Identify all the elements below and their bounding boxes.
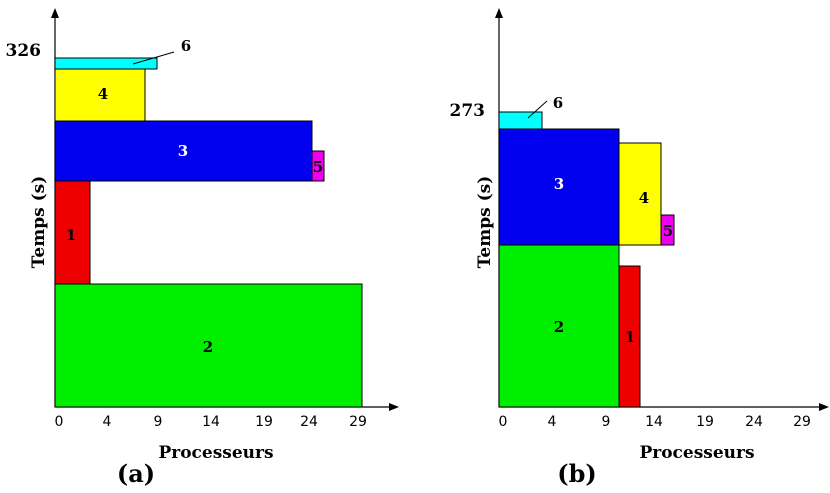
panel-a-x-tick: 19 [255, 414, 273, 430]
panel-a-task-4-label: 4 [98, 85, 108, 103]
panel-a-x-label: Processeurs [158, 443, 273, 463]
panel-a-x-tick: 14 [202, 414, 220, 430]
panel-b-task-3-label: 3 [554, 175, 564, 193]
panel-b-x-label: Processeurs [639, 443, 754, 463]
panel-b-task-6-label: 6 [553, 94, 563, 112]
panel-b-task-3-box [498, 128, 620, 246]
panel-b-x-tick: 14 [645, 414, 663, 430]
panel-b-x-tick: 24 [745, 414, 763, 430]
panel-b-task-4-label: 4 [639, 189, 649, 207]
panel-a-task-5-box [311, 150, 325, 182]
panel-b-x-tick: 0 [499, 414, 508, 430]
panel-b-x-tick: 19 [696, 414, 714, 430]
panel-b-y-arrow [495, 8, 503, 18]
panel-a-task-2-box [54, 283, 363, 408]
panel-b-x-tick: 4 [548, 414, 557, 430]
panel-a-x-tick: 29 [349, 414, 367, 430]
panel-b-task-1-box [618, 265, 641, 408]
panel-a-y-label: Temps (s) [29, 176, 49, 269]
panel-a-x-tick: 0 [55, 414, 64, 430]
panel-b-task-6-leader [527, 100, 548, 119]
panel-a-task-5-label: 5 [313, 158, 323, 176]
panel-a-task-6-label: 6 [181, 37, 191, 55]
panel-b-task-5-box [660, 214, 675, 246]
panel-b-x-tick: 9 [602, 414, 611, 430]
panel-b-x-tick: 29 [793, 414, 811, 430]
panel-b-caption: (b) [557, 459, 597, 488]
panel-a: 2 1 3 5 4 6 326 0 4 9 14 19 24 29 Proces… [6, 8, 399, 488]
panel-a-task-2-label: 2 [203, 338, 213, 356]
panel-a-task-6-leader [132, 51, 175, 65]
panel-b-task-1-label: 1 [625, 328, 635, 346]
panel-b: 2 1 3 4 5 6 273 0 4 9 14 19 24 29 Proces… [450, 8, 829, 488]
panel-b-y-end-label: 273 [450, 101, 486, 121]
panel-a-y-arrow [51, 8, 59, 18]
panel-a-task-3-label: 3 [178, 142, 188, 160]
panel-b-task-5-label: 5 [663, 222, 673, 240]
panel-b-task-4-box [618, 142, 662, 246]
panel-a-task-1-label: 1 [66, 226, 76, 244]
panel-a-x-arrow [389, 403, 399, 411]
panel-a-x-tick: 24 [300, 414, 318, 430]
panel-a-x-tick: 4 [103, 414, 112, 430]
panel-a-y-end-label: 326 [6, 41, 42, 61]
panel-a-task-6-box [54, 57, 158, 70]
panel-b-task-6-box [498, 111, 543, 130]
panel-a-task-3-box [54, 120, 313, 182]
panel-b-x-arrow [819, 403, 829, 411]
panel-a-caption: (a) [117, 459, 155, 488]
panel-a-x-tick: 9 [154, 414, 163, 430]
panel-b-task-2-label: 2 [554, 318, 564, 336]
panel-b-y-label: Temps (s) [475, 176, 495, 269]
